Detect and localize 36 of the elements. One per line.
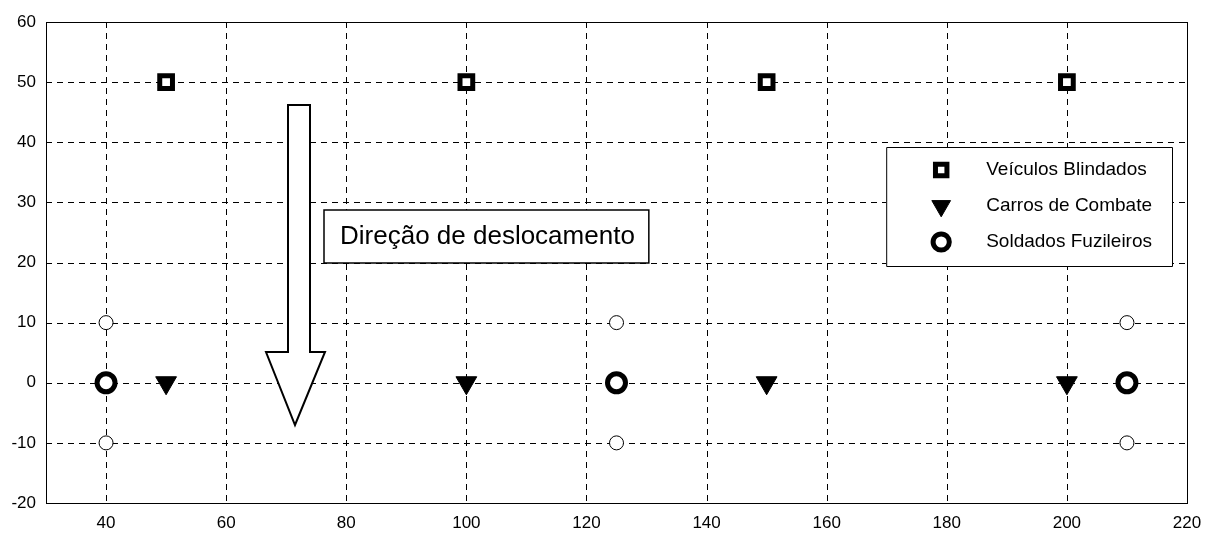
annotation: Direção de deslocamento: [340, 220, 635, 251]
point: [157, 73, 175, 91]
point: [457, 73, 476, 91]
x-tick-label: 120: [572, 512, 601, 532]
point: [1119, 315, 1135, 331]
y-tick-label: 0: [26, 372, 36, 392]
y-tick-label: -20: [11, 492, 36, 512]
point: [757, 73, 776, 91]
point: [1058, 73, 1076, 91]
y-tick-label: 60: [17, 11, 36, 31]
y-tick-label: 40: [17, 131, 36, 151]
point: [1115, 371, 1139, 395]
point: [1119, 435, 1135, 451]
legend-label: Veículos Blindados: [986, 158, 1147, 180]
x-tick-label: 200: [1052, 512, 1082, 532]
x-tick-label: 220: [1172, 512, 1202, 532]
x-tick-label: 160: [812, 512, 841, 532]
y-tick-label: 10: [17, 312, 36, 332]
legend-label: Carros de Combate: [986, 194, 1152, 216]
y-tick-label: 30: [17, 192, 36, 212]
point: [609, 435, 624, 451]
point: [609, 315, 624, 331]
legend-label: Soldados Fuzileiros: [986, 230, 1153, 252]
x-tick-label: 100: [452, 512, 481, 532]
point: [605, 371, 628, 395]
x-tick-label: 140: [692, 512, 721, 532]
x-tick-label: 180: [932, 512, 961, 532]
x-tick-label: 60: [216, 512, 236, 532]
point: [98, 435, 114, 451]
x-tick-label: 80: [336, 512, 356, 532]
point: [94, 371, 118, 395]
y-tick-label: -10: [11, 432, 36, 452]
x-tick-label: 40: [96, 512, 116, 532]
y-tick-label: 50: [17, 71, 36, 91]
point: [98, 315, 114, 331]
y-tick-label: 20: [17, 252, 36, 272]
